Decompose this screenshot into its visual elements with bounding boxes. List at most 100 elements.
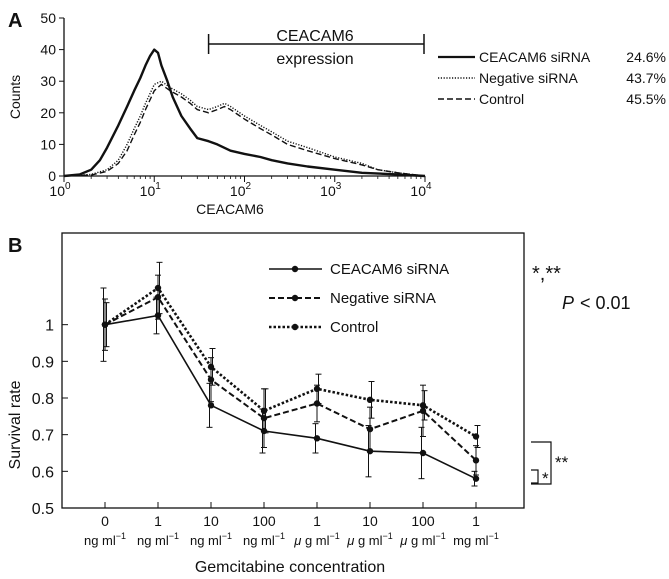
survival-x-tick-number: 10 — [203, 513, 219, 529]
histogram-y-tick-label: 0 — [48, 168, 56, 184]
survival-y-tick-label: 0.6 — [32, 464, 54, 481]
tick-exponent: 3 — [336, 181, 342, 192]
histogram-x-tick-label: 100 — [49, 181, 71, 199]
tick-exponent: 4 — [426, 181, 432, 192]
p-symbol: P — [562, 293, 574, 313]
gate-label-line1: CEACAM6 — [276, 28, 353, 45]
survival-point — [419, 407, 427, 415]
histogram-curve-negative — [63, 80, 426, 177]
unit-base: mg ml — [453, 533, 489, 548]
significance-brackets: * ** — [531, 441, 569, 488]
survival-point — [313, 385, 321, 393]
survival-point — [101, 321, 109, 328]
unit-base: g ml — [358, 533, 383, 548]
survival-x-tick-unit: ng ml−1 — [243, 531, 285, 548]
expression-gate — [207, 34, 425, 54]
bracket-small-label: * — [542, 469, 549, 488]
histogram-x-ticks: 100 101 102 103 104 — [49, 176, 432, 199]
survival-point — [154, 293, 162, 301]
histogram-y-tick-label: 20 — [40, 105, 56, 121]
unit-base: ng ml — [84, 533, 116, 548]
bracket-large — [531, 441, 552, 485]
survival-x-tick-unit: ng ml−1 — [137, 531, 179, 548]
tick-base: 10 — [320, 183, 336, 199]
unit-exponent: −1 — [222, 531, 232, 541]
tick-exponent: 0 — [65, 181, 71, 192]
tick-base: 10 — [230, 183, 246, 199]
legend-label: Negative siRNA — [330, 290, 436, 307]
survival-x-tick-unit: ng ml−1 — [190, 531, 232, 548]
histogram-y-tick-label: 10 — [40, 136, 56, 152]
legend-marker — [291, 294, 299, 302]
legend-value: 24.6% — [626, 49, 666, 65]
survival-x-tick-number: 100 — [411, 513, 435, 529]
survival-x-label: Gemcitabine concentration — [195, 559, 385, 576]
legend-label: Control — [330, 319, 378, 336]
survival-line — [104, 286, 477, 438]
unit-exponent: −1 — [169, 531, 179, 541]
legend-label: CEACAM6 siRNA — [330, 261, 449, 278]
micro-symbol: μ — [399, 533, 411, 548]
survival-x-tick-unit: μ g ml−1 — [346, 531, 393, 548]
histogram-x-tick-label: 103 — [320, 181, 342, 199]
histogram-series — [63, 48, 426, 178]
unit-exponent: −1 — [116, 531, 126, 541]
survival-y-tick-label: 0.5 — [32, 501, 54, 518]
survival-x-tick-unit: μ g ml−1 — [293, 531, 340, 548]
survival-y-tick-label: 0.7 — [32, 428, 54, 445]
unit-exponent: −1 — [330, 531, 340, 541]
survival-point — [260, 407, 268, 415]
histogram-y-tick-label: 40 — [40, 42, 56, 58]
legend-value: 45.5% — [626, 91, 666, 107]
gate-label-line2: expression — [276, 51, 353, 68]
survival-y-ticks: 0.5 0.6 0.7 0.8 0.9 1 — [32, 318, 68, 518]
legend-marker — [291, 265, 299, 273]
histogram-x-tick-label: 104 — [410, 181, 432, 199]
survival-point — [472, 475, 480, 482]
survival-series-2 — [101, 261, 481, 448]
survival-series-0 — [100, 287, 480, 487]
unit-base: ng ml — [190, 533, 222, 548]
histogram-legend: CEACAM6 siRNA 24.6% Negative siRNA 43.7% Con… — [438, 49, 666, 107]
survival-x-tick-number: 1 — [472, 513, 480, 529]
histogram-y-tick-label: 30 — [40, 73, 56, 89]
legend-marker — [291, 323, 299, 331]
survival-x-tick-number: 1 — [154, 513, 162, 529]
unit-base: ng ml — [137, 533, 169, 548]
survival-x-tick-number: 0 — [101, 513, 109, 529]
survival-x-tick-number: 100 — [252, 513, 276, 529]
survival-point — [472, 433, 480, 440]
survival-y-tick-label: 1 — [45, 318, 54, 335]
histogram-curve-control — [63, 83, 426, 177]
survival-point — [366, 396, 374, 404]
significance-stars: *,** — [532, 263, 561, 285]
survival-y-tick-label: 0.8 — [32, 391, 54, 408]
tick-base: 10 — [140, 183, 156, 199]
histogram-x-tick-label: 102 — [230, 181, 252, 199]
survival-point — [419, 449, 427, 457]
survival-point — [207, 402, 215, 409]
legend-label: Negative siRNA — [479, 70, 578, 86]
survival-point — [207, 363, 215, 371]
survival-y-tick-label: 0.9 — [32, 354, 54, 371]
unit-exponent: −1 — [489, 531, 499, 541]
unit-exponent: −1 — [436, 531, 446, 541]
tick-exponent: 1 — [155, 181, 161, 192]
survival-x-tick-unit: mg ml−1 — [453, 531, 499, 548]
p-value-text: P < 0.01 — [562, 293, 631, 313]
survival-x-tick-number: 10 — [362, 513, 378, 529]
legend-label: Control — [479, 91, 524, 107]
survival-x-tick-unit: μ g ml−1 — [399, 531, 446, 548]
survival-point — [366, 425, 374, 433]
histogram-x-tick-label: 101 — [140, 181, 162, 199]
tick-base: 10 — [410, 183, 426, 199]
survival-x-tick-number: 1 — [313, 513, 321, 529]
micro-symbol: μ — [293, 533, 305, 548]
legend-value: 43.7% — [626, 70, 666, 86]
survival-line — [104, 295, 477, 462]
bracket-small — [531, 469, 539, 484]
